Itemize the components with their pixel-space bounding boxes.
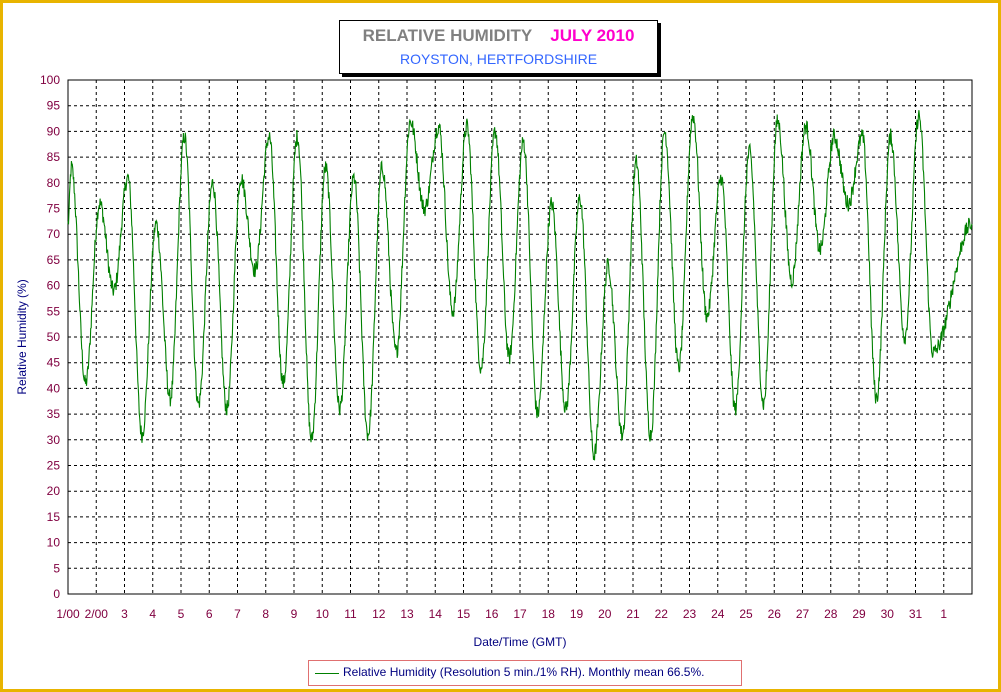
x-tick-label: 31 xyxy=(909,607,923,621)
chart-title-box: RELATIVE HUMIDITY JULY 2010 ROYSTON, HERT… xyxy=(339,20,658,74)
y-tick-label: 30 xyxy=(47,433,61,447)
y-tick-label: 100 xyxy=(40,73,60,87)
x-tick-label: 15 xyxy=(457,607,471,621)
x-tick-label: 24 xyxy=(711,607,725,621)
x-tick-label: 18 xyxy=(542,607,556,621)
y-tick-label: 55 xyxy=(47,304,61,318)
x-tick-label: 1/00 xyxy=(56,607,80,621)
y-tick-label: 70 xyxy=(47,227,61,241)
y-tick-label: 45 xyxy=(47,356,61,370)
y-tick-label: 0 xyxy=(53,587,60,601)
x-tick-label: 25 xyxy=(739,607,753,621)
x-tick-label: 2/00 xyxy=(85,607,109,621)
y-tick-label: 90 xyxy=(47,124,61,138)
y-tick-label: 95 xyxy=(47,99,61,113)
y-tick-label: 85 xyxy=(47,150,61,164)
legend: Relative Humidity (Resolution 5 min./1% … xyxy=(308,660,742,686)
legend-swatch xyxy=(315,673,339,674)
y-tick-label: 35 xyxy=(47,407,61,421)
x-tick-label: 22 xyxy=(655,607,669,621)
y-tick-labels: 0 5 10 15 20 25 30 35 40 45 50 55 60 65 70 75 80 85 90 95 10… xyxy=(40,73,60,601)
y-tick-label: 65 xyxy=(47,253,61,267)
y-tick-label: 25 xyxy=(47,459,61,473)
x-tick-label: 13 xyxy=(400,607,414,621)
x-tick-label: 17 xyxy=(513,607,527,621)
x-tick-label: 29 xyxy=(852,607,866,621)
x-tick-label: 14 xyxy=(429,607,443,621)
x-tick-label: 5 xyxy=(178,607,185,621)
x-tick-labels: 1/00 2/00 3 4 5 6 7 8 9 10 11 12 13 14 15 16 17 18 19 20 21 2… xyxy=(56,607,947,621)
y-tick-label: 15 xyxy=(47,510,61,524)
x-tick-label: 27 xyxy=(796,607,810,621)
y-tick-label: 60 xyxy=(47,279,61,293)
y-tick-label: 50 xyxy=(47,330,61,344)
y-axis-label: Relative Humidity (%) xyxy=(15,279,29,394)
chart-subtitle: ROYSTON, HERTFORDSHIRE xyxy=(399,51,598,67)
x-tick-label: 26 xyxy=(768,607,782,621)
x-tick-label: 1 xyxy=(940,607,947,621)
y-tick-label: 20 xyxy=(47,484,61,498)
y-tick-label: 80 xyxy=(47,176,61,190)
x-tick-label: 10 xyxy=(316,607,330,621)
series-line-relative-humidity xyxy=(67,110,973,461)
x-tick-label: 19 xyxy=(570,607,584,621)
x-tick-label: 6 xyxy=(206,607,213,621)
x-tick-label: 16 xyxy=(485,607,499,621)
x-axis-label: Date/Time (GMT) xyxy=(474,635,567,649)
y-tick-label: 40 xyxy=(47,381,61,395)
x-tick-label: 21 xyxy=(626,607,640,621)
x-tick-label: 11 xyxy=(344,607,357,621)
series-layer xyxy=(67,110,973,461)
chart-title: RELATIVE HUMIDITY xyxy=(362,26,533,45)
x-tick-label: 4 xyxy=(149,607,156,621)
y-tick-label: 5 xyxy=(53,561,60,575)
x-tick-label: 7 xyxy=(234,607,241,621)
x-tick-label: 8 xyxy=(262,607,269,621)
y-tick-label: 75 xyxy=(47,202,61,216)
chart-title-line: RELATIVE HUMIDITY JULY 2010 xyxy=(340,26,657,46)
chart-title-date: JULY 2010 xyxy=(550,26,635,45)
x-tick-label: 3 xyxy=(121,607,128,621)
x-tick-label: 9 xyxy=(291,607,298,621)
x-tick-label: 28 xyxy=(824,607,838,621)
x-tick-label: 20 xyxy=(598,607,612,621)
y-tick-label: 10 xyxy=(47,536,61,550)
x-tick-label: 12 xyxy=(372,607,386,621)
x-tick-label: 30 xyxy=(881,607,895,621)
legend-entry: Relative Humidity (Resolution 5 min./1% … xyxy=(343,665,705,679)
plot-area xyxy=(67,79,973,595)
x-tick-label: 23 xyxy=(683,607,697,621)
